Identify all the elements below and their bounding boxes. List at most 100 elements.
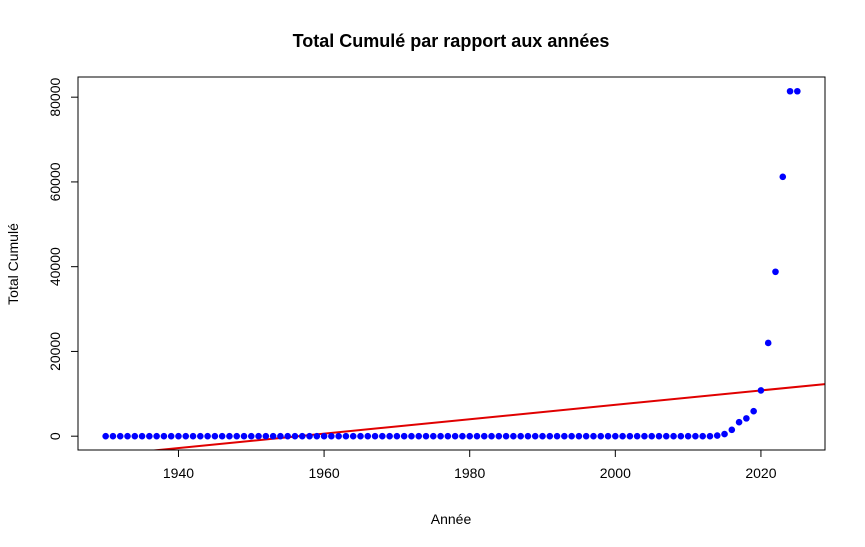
data-point — [429, 432, 437, 440]
y-tick-label: 80000 — [47, 77, 63, 116]
data-point — [320, 432, 328, 440]
data-point — [204, 432, 211, 440]
data-point — [524, 432, 532, 440]
data-point — [794, 87, 801, 95]
data-point — [531, 432, 539, 440]
data-point — [677, 432, 685, 440]
data-point — [218, 432, 226, 440]
data-point — [728, 426, 736, 434]
data-point — [269, 432, 277, 440]
data-point — [539, 432, 546, 440]
regression-line-layer — [148, 383, 825, 450]
data-point — [655, 432, 663, 440]
data-point — [444, 432, 452, 440]
data-point — [757, 387, 765, 394]
data-point — [371, 432, 379, 440]
data-point — [561, 432, 568, 440]
data-point — [167, 432, 175, 440]
data-point — [364, 432, 372, 440]
data-point — [473, 432, 481, 440]
data-point — [153, 432, 160, 440]
data-point — [116, 432, 124, 440]
x-tick-label: 1980 — [454, 465, 485, 481]
data-point — [306, 432, 313, 440]
data-point — [699, 432, 706, 440]
data-point — [379, 432, 386, 440]
data-point — [415, 432, 423, 440]
data-point — [466, 432, 474, 440]
data-point — [226, 432, 233, 440]
data-point — [146, 432, 153, 440]
data-point — [175, 432, 182, 440]
data-point — [102, 432, 109, 440]
data-point — [109, 432, 117, 440]
data-point — [459, 432, 466, 440]
data-point — [626, 432, 634, 440]
data-point — [502, 432, 510, 440]
x-tick-label: 2000 — [600, 465, 631, 481]
data-point — [408, 432, 415, 440]
data-point — [662, 432, 670, 440]
data-point — [313, 432, 321, 440]
y-tick-label: 0 — [47, 432, 63, 440]
data-point — [713, 432, 721, 439]
data-point — [197, 432, 204, 440]
x-tick-label: 2020 — [745, 465, 776, 481]
chart-title: Total Cumulé par rapport aux années — [293, 31, 610, 51]
data-point — [160, 432, 168, 440]
data-point — [393, 432, 401, 440]
data-point — [612, 432, 619, 440]
plot-frame — [77, 76, 826, 451]
regression-line — [148, 383, 825, 450]
data-point — [568, 432, 575, 440]
data-point — [255, 432, 262, 440]
data-point — [750, 407, 757, 415]
data-point — [422, 432, 430, 440]
data-point — [684, 432, 692, 440]
data-point — [247, 432, 255, 440]
data-point — [582, 432, 590, 440]
data-point — [619, 432, 626, 440]
data-point — [233, 432, 241, 440]
data-point — [480, 432, 488, 440]
data-point — [298, 432, 306, 440]
x-tick-label: 1940 — [163, 465, 194, 481]
data-point — [284, 432, 291, 440]
data-point — [342, 432, 350, 440]
data-point — [670, 432, 677, 440]
data-point — [692, 432, 699, 440]
data-point — [764, 339, 772, 347]
x-axis: 1940 1960 1980 2000 2020 — [163, 449, 777, 481]
data-point — [349, 432, 357, 440]
data-point — [546, 432, 554, 440]
data-point — [488, 432, 495, 440]
x-axis-title: Année — [431, 511, 472, 527]
data-point — [641, 432, 648, 440]
data-point — [262, 432, 270, 440]
data-point — [437, 432, 444, 440]
data-point — [786, 87, 794, 95]
x-tick-label: 1960 — [309, 465, 340, 481]
data-point — [335, 432, 342, 440]
data-point — [240, 432, 248, 440]
data-point — [131, 432, 139, 440]
data-point — [721, 430, 728, 438]
y-axis: 0 20000 40000 60000 80000 — [47, 77, 79, 440]
data-point — [604, 432, 612, 440]
data-point — [182, 432, 190, 440]
data-point — [553, 432, 561, 440]
data-point — [772, 268, 779, 276]
y-axis-title: Total Cumulé — [5, 223, 21, 305]
data-point — [291, 432, 299, 440]
data-point — [189, 432, 197, 440]
data-point — [400, 432, 408, 440]
data-point — [495, 432, 503, 440]
data-point — [590, 432, 597, 440]
data-point — [779, 173, 787, 181]
data-point — [357, 432, 364, 440]
data-point — [633, 432, 641, 440]
data-point — [575, 432, 583, 440]
data-point — [597, 432, 605, 440]
data-point — [743, 415, 750, 422]
